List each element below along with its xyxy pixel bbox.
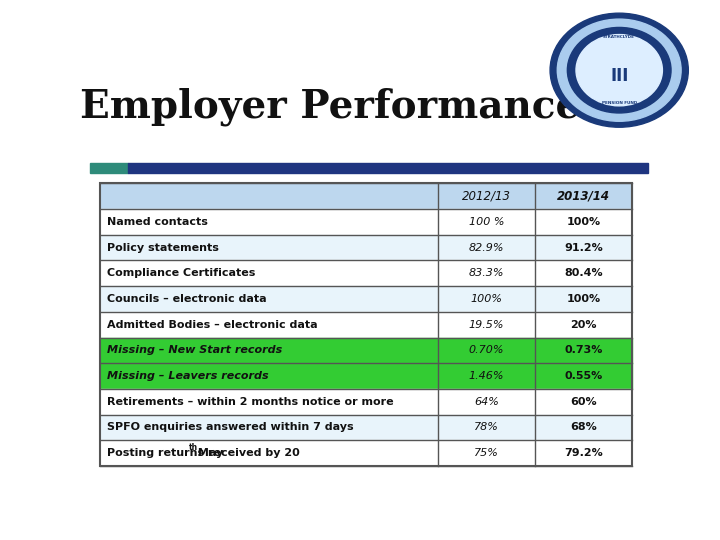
Text: 0.55%: 0.55% — [564, 371, 603, 381]
Circle shape — [557, 19, 681, 122]
Circle shape — [550, 13, 688, 127]
Text: Retirements – within 2 months notice or more: Retirements – within 2 months notice or … — [107, 397, 394, 407]
Text: Councils – electronic data: Councils – electronic data — [107, 294, 267, 304]
Text: 0.70%: 0.70% — [469, 346, 504, 355]
Bar — [128, 163, 648, 173]
Bar — [100, 312, 632, 338]
Bar — [100, 338, 632, 363]
Text: 80.4%: 80.4% — [564, 268, 603, 278]
Text: 79.2%: 79.2% — [564, 448, 603, 458]
Text: 60%: 60% — [570, 397, 597, 407]
Bar — [100, 389, 632, 415]
Bar — [100, 260, 632, 286]
Bar — [100, 440, 632, 466]
Text: 100%: 100% — [470, 294, 503, 304]
Bar — [100, 235, 632, 260]
Text: 78%: 78% — [474, 422, 499, 433]
Text: th: th — [189, 443, 197, 452]
Circle shape — [576, 35, 662, 106]
Text: 68%: 68% — [570, 422, 597, 433]
Text: 2013/14: 2013/14 — [557, 190, 610, 202]
Text: 91.2%: 91.2% — [564, 242, 603, 253]
Text: 0.73%: 0.73% — [564, 346, 603, 355]
Text: 64%: 64% — [474, 397, 499, 407]
Text: Posting returns received by 20: Posting returns received by 20 — [107, 448, 300, 458]
Text: 1.46%: 1.46% — [469, 371, 504, 381]
Text: Missing – New Start records: Missing – New Start records — [107, 346, 282, 355]
Bar — [90, 163, 128, 173]
Text: 100%: 100% — [567, 294, 600, 304]
Text: 82.9%: 82.9% — [469, 242, 504, 253]
Text: III: III — [610, 67, 629, 85]
Text: Missing – Leavers records: Missing – Leavers records — [107, 371, 269, 381]
Text: 100 %: 100 % — [469, 217, 504, 227]
Text: 20%: 20% — [570, 320, 597, 330]
Text: Policy statements: Policy statements — [107, 242, 219, 253]
Text: PENSION FUND: PENSION FUND — [602, 102, 636, 105]
Text: 2012/13: 2012/13 — [462, 190, 511, 202]
Text: 75%: 75% — [474, 448, 499, 458]
Text: STRATHCLYDE: STRATHCLYDE — [603, 35, 635, 39]
Text: Employer Performance: Employer Performance — [80, 87, 580, 126]
Text: 83.3%: 83.3% — [469, 268, 504, 278]
Bar — [100, 209, 632, 235]
Bar — [100, 415, 632, 440]
Text: Named contacts: Named contacts — [107, 217, 208, 227]
Bar — [100, 363, 632, 389]
Bar — [100, 286, 632, 312]
Circle shape — [567, 28, 671, 113]
Text: SPFO enquiries answered within 7 days: SPFO enquiries answered within 7 days — [107, 422, 354, 433]
Text: Admitted Bodies – electronic data: Admitted Bodies – electronic data — [107, 320, 318, 330]
Text: May: May — [194, 448, 223, 458]
Text: Compliance Certificates: Compliance Certificates — [107, 268, 256, 278]
Text: 19.5%: 19.5% — [469, 320, 504, 330]
Text: 100%: 100% — [567, 217, 600, 227]
Bar — [100, 183, 632, 209]
